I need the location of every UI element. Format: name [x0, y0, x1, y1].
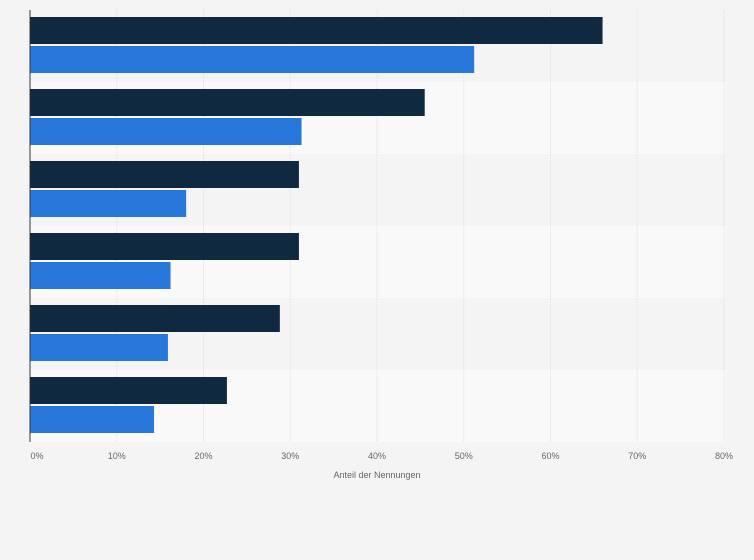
- x-tick-label: 20%: [194, 451, 212, 461]
- bar[interactable]: [30, 406, 155, 433]
- bar[interactable]: [30, 118, 302, 145]
- x-tick-label: 40%: [368, 451, 386, 461]
- bar[interactable]: [30, 161, 299, 188]
- bar[interactable]: [30, 17, 603, 44]
- bar[interactable]: [30, 190, 187, 217]
- x-tick-label: 0%: [30, 451, 43, 461]
- bar[interactable]: [30, 262, 171, 289]
- x-tick-label: 50%: [455, 451, 473, 461]
- x-tick-label: 60%: [541, 451, 559, 461]
- bar[interactable]: [30, 46, 475, 73]
- x-tick-label: 30%: [281, 451, 299, 461]
- bar[interactable]: [30, 305, 280, 332]
- gridlines: [116, 10, 725, 442]
- bars: [30, 17, 603, 433]
- x-tick-label: 80%: [715, 451, 733, 461]
- x-tick-label: 10%: [108, 451, 126, 461]
- bar[interactable]: [30, 377, 227, 404]
- bar[interactable]: [30, 233, 299, 260]
- bar[interactable]: [30, 89, 425, 116]
- bar[interactable]: [30, 334, 168, 361]
- x-tick-label: 70%: [628, 451, 646, 461]
- x-axis-title: Anteil der Nennungen: [333, 470, 420, 480]
- x-tick-labels: 0% 10% 20% 30% 40% 50% 60% 70% 80%: [30, 451, 733, 461]
